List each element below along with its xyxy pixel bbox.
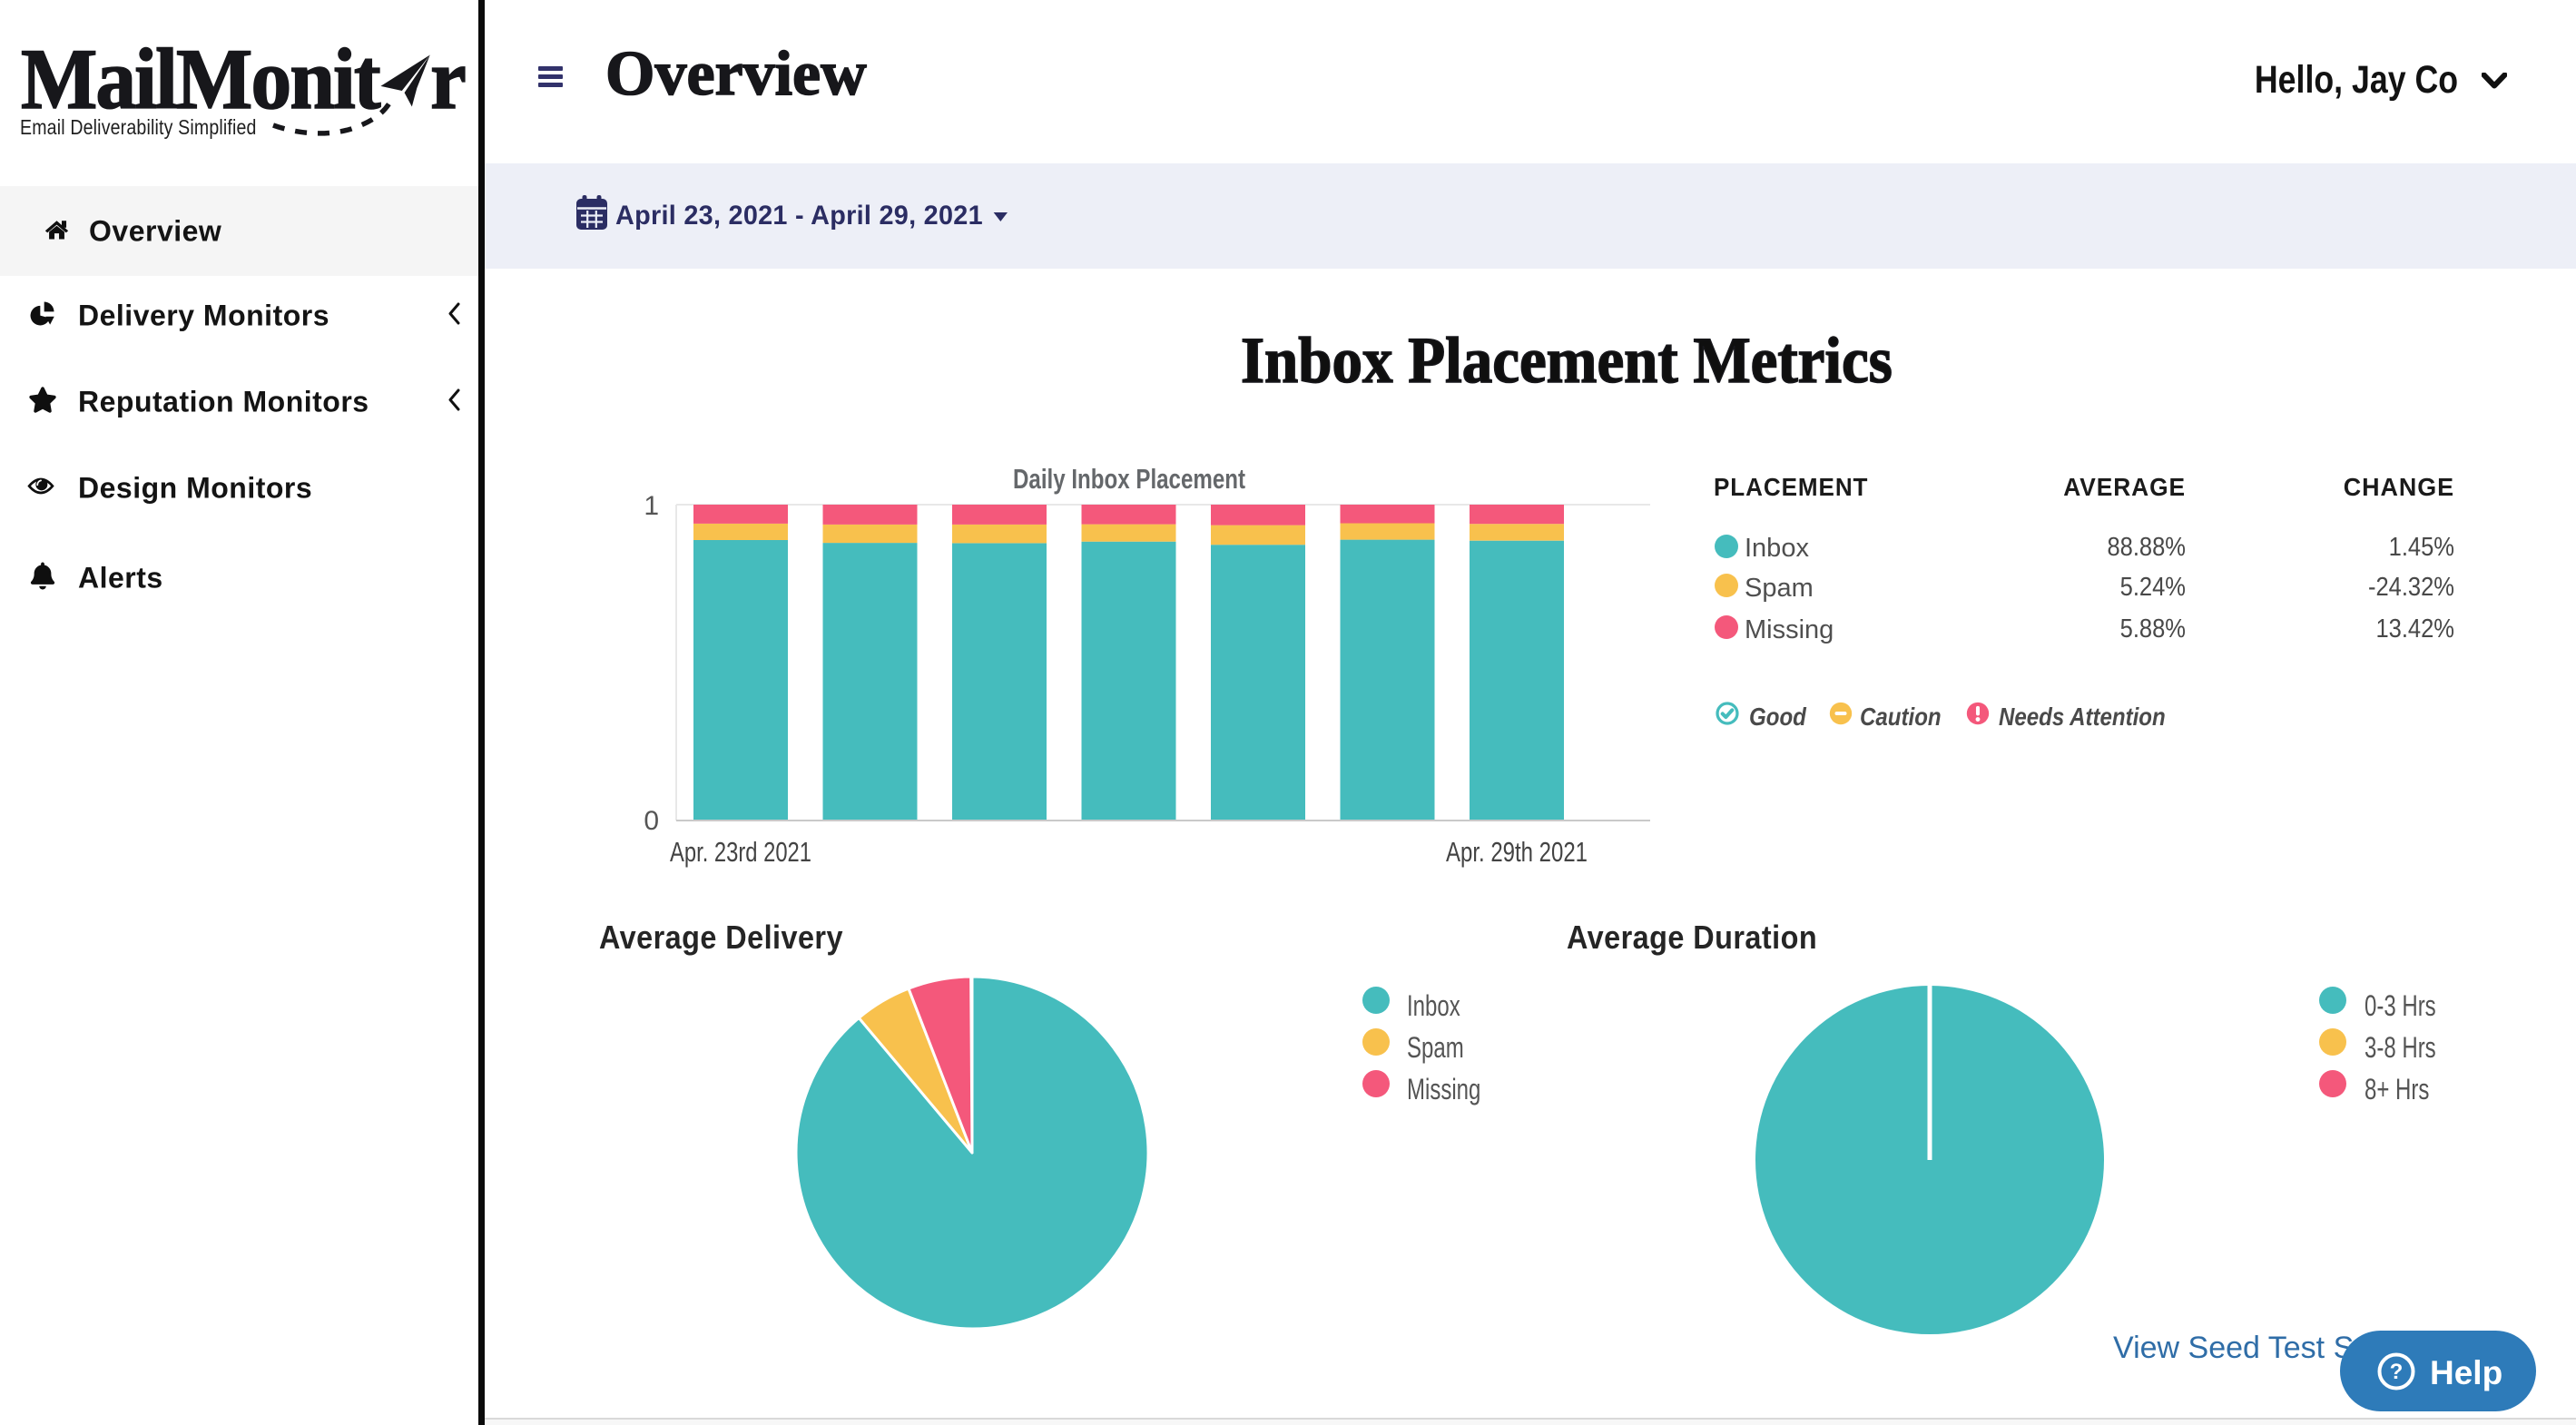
svg-text:Apr. 29th 2021: Apr. 29th 2021 <box>1446 836 1588 868</box>
svg-text:Daily Inbox Placement: Daily Inbox Placement <box>1013 463 1245 495</box>
svg-text:?: ? <box>2390 1360 2404 1384</box>
svg-text:Apr. 23rd 2021: Apr. 23rd 2021 <box>670 836 811 868</box>
svg-text:0: 0 <box>644 806 659 836</box>
svg-text:1: 1 <box>644 491 659 521</box>
